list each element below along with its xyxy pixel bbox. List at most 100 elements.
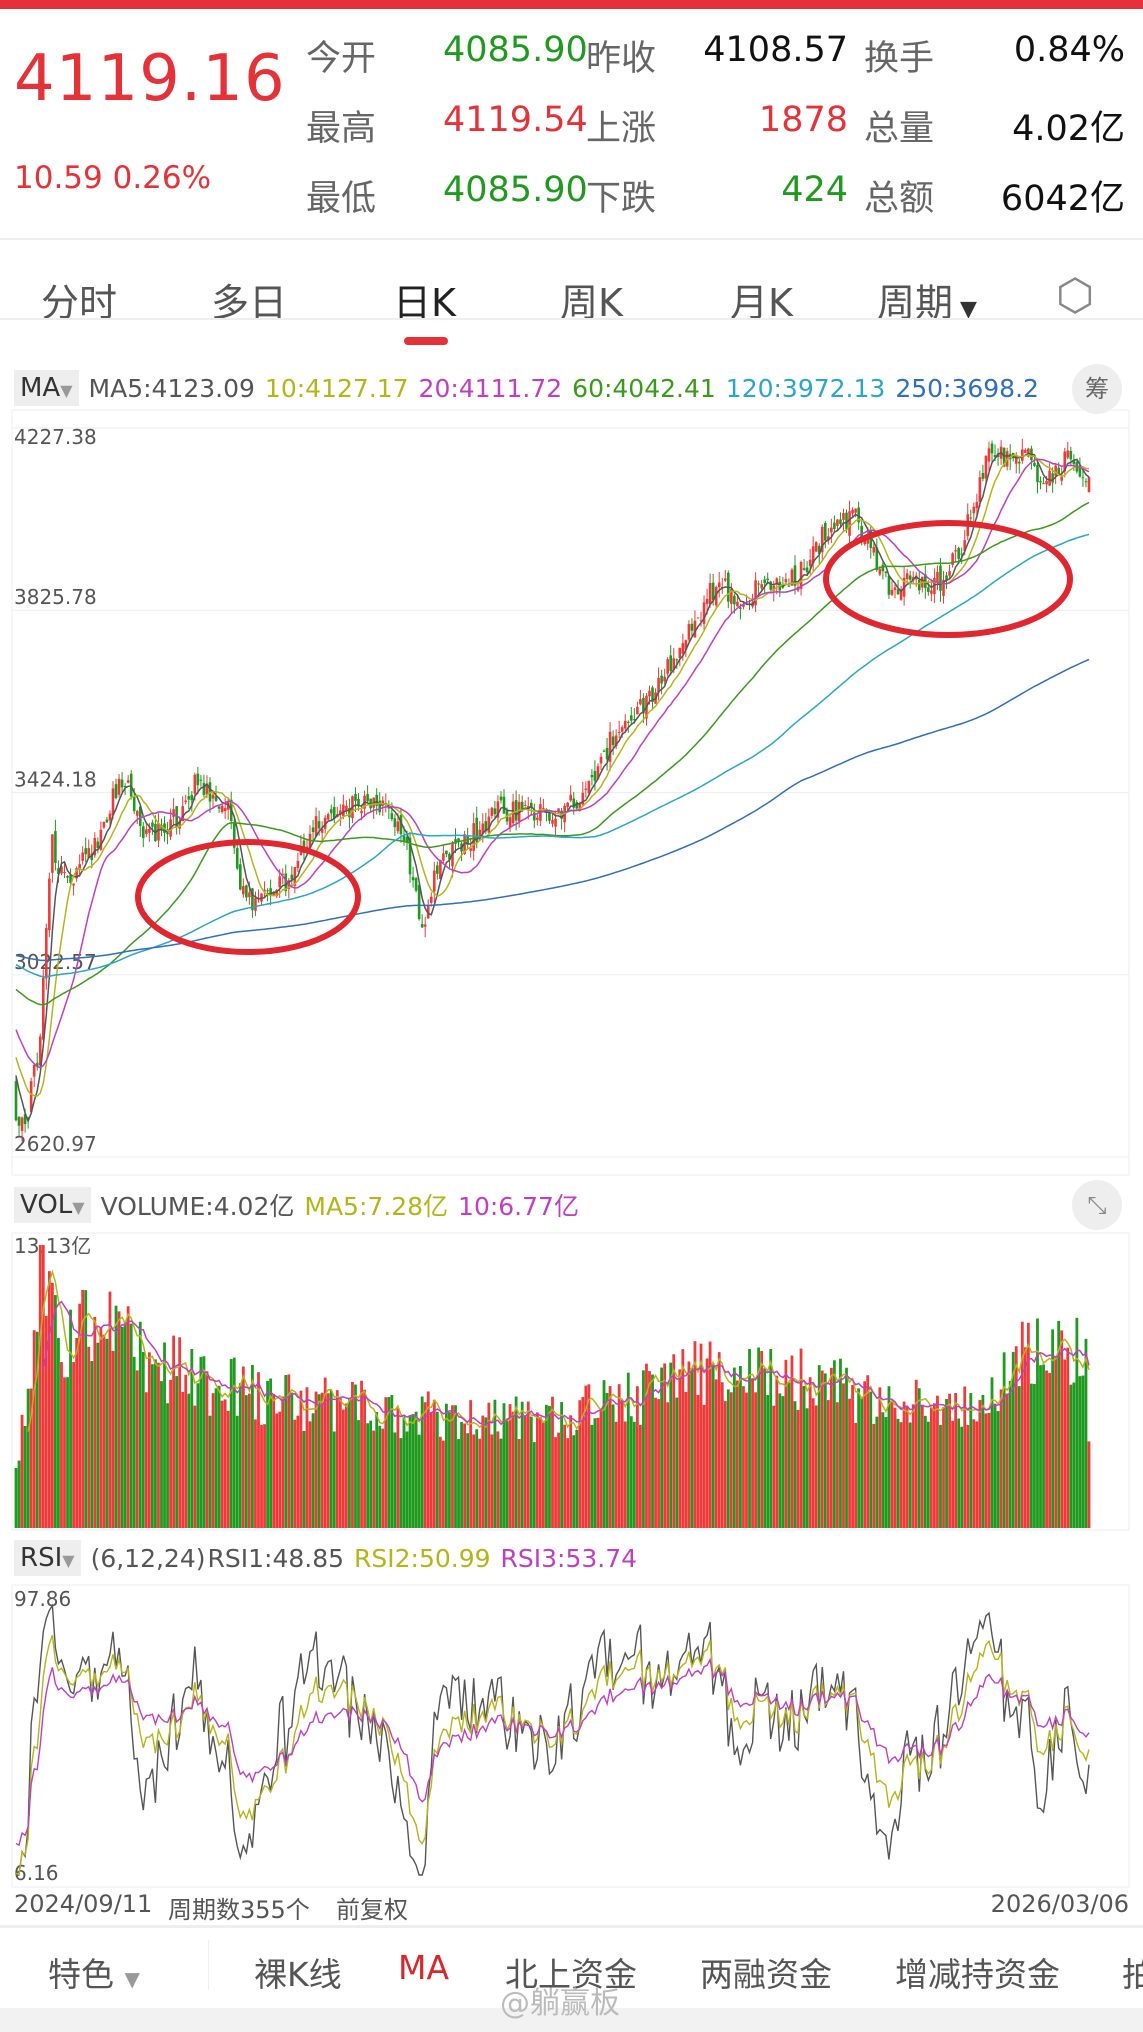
- vol-btn-label: VOL: [20, 1190, 73, 1220]
- volume-bar: [748, 1349, 751, 1528]
- volume-bar: [1045, 1370, 1048, 1528]
- volume-bar: [63, 1377, 66, 1528]
- bottom-tab-3[interactable]: 两融资金: [700, 1955, 832, 1994]
- candle-body: [760, 584, 763, 589]
- feature-dropdown[interactable]: 特色 ▼: [48, 1948, 140, 1996]
- candle-body: [251, 888, 254, 911]
- candle-body: [208, 782, 212, 802]
- caret-down-icon: ▼: [60, 381, 73, 400]
- candle-body: [111, 788, 115, 816]
- volume-bar: [557, 1432, 560, 1528]
- volume-bar: [933, 1403, 936, 1528]
- candle-body: [887, 575, 891, 595]
- tab-2[interactable]: 日K: [393, 272, 456, 327]
- candle-body: [630, 715, 633, 721]
- volume-bar: [681, 1349, 685, 1528]
- volume-bar: [999, 1389, 1003, 1528]
- volume-bar: [854, 1422, 858, 1528]
- bottom-tab-2[interactable]: 北上资金: [505, 1955, 637, 1994]
- candle-body: [572, 798, 576, 808]
- candle-body: [499, 796, 503, 801]
- vol-header: VOL▼ VOLUME:4.02亿 MA5:7.28亿 10:6.77亿: [14, 1187, 579, 1223]
- chip-distribution-button[interactable]: 筹: [1072, 364, 1122, 414]
- change-value: 10.59: [14, 160, 103, 196]
- vol-ma5-value: MA5:7.28亿: [304, 1192, 449, 1221]
- volume-bar: [184, 1374, 188, 1528]
- volume-bar: [487, 1402, 491, 1528]
- bottom-tab-4[interactable]: 增减持资金: [895, 1955, 1060, 1994]
- candle-body: [317, 821, 321, 829]
- candle-body: [487, 816, 491, 833]
- volume-bar: [893, 1407, 897, 1528]
- candle-body: [45, 928, 48, 979]
- tab-1[interactable]: 多日: [211, 272, 287, 327]
- rsi-min-label: 6.16: [14, 1861, 59, 1885]
- volume-bar: [69, 1309, 72, 1528]
- y-tick-label: 2620.97: [14, 1132, 97, 1156]
- volume-bar: [936, 1395, 939, 1528]
- ma60-value: 60:4042.41: [572, 373, 716, 403]
- volume-bar: [484, 1417, 488, 1528]
- volume-bar: [642, 1370, 645, 1528]
- volume-bar: [805, 1408, 809, 1528]
- tab-label: 周期: [877, 281, 954, 325]
- volume-bar: [905, 1406, 909, 1528]
- volume-bar: [675, 1397, 679, 1528]
- volume-bar: [660, 1367, 664, 1528]
- stat-label: 昨收: [586, 39, 657, 79]
- settings-hexagon-icon[interactable]: ⬡: [1056, 270, 1095, 321]
- volume-bar: [141, 1351, 145, 1528]
- candle-body: [284, 873, 288, 892]
- candle-body: [960, 553, 963, 555]
- bottom-tab-5[interactable]: 拍: [1122, 1955, 1143, 1994]
- candle-body: [126, 780, 130, 783]
- volume-bar: [857, 1388, 861, 1528]
- ma-indicator-dropdown[interactable]: MA▼: [14, 370, 79, 406]
- volume-bar: [1066, 1347, 1070, 1528]
- volume-bar: [390, 1395, 394, 1528]
- tab-4[interactable]: 月K: [730, 272, 793, 327]
- volume-bar: [87, 1346, 91, 1528]
- vol-indicator-dropdown[interactable]: VOL▼: [14, 1187, 91, 1223]
- candle-body: [930, 590, 933, 594]
- candle-body: [242, 886, 245, 895]
- volume-bar: [66, 1377, 69, 1528]
- tab-3[interactable]: 周K: [560, 272, 623, 327]
- candle-body: [96, 841, 100, 848]
- volume-bar: [402, 1416, 406, 1528]
- tab-5[interactable]: 周期 ▼: [877, 272, 977, 327]
- candle-body: [57, 868, 60, 875]
- volume-bar: [505, 1421, 509, 1528]
- candle-body: [81, 852, 84, 861]
- volume-bar: [126, 1306, 130, 1528]
- volume-bar: [381, 1428, 385, 1528]
- expand-icon[interactable]: ⤡: [1072, 1180, 1122, 1230]
- rsi1-line: [16, 1603, 1090, 1876]
- bottom-tab-0[interactable]: 裸K线: [254, 1955, 342, 1994]
- candle-body: [311, 827, 315, 833]
- y-tick-label: 3022.57: [14, 950, 97, 974]
- tab-label: 分时: [41, 281, 118, 325]
- volume-bar: [275, 1413, 279, 1528]
- caret-down-icon: ▼: [72, 1198, 85, 1217]
- candle-body: [1042, 483, 1045, 485]
- candle-body: [978, 477, 982, 502]
- candle-body: [723, 578, 727, 581]
- stat-value: 4085.90: [443, 170, 588, 210]
- volume-bar: [663, 1363, 667, 1528]
- tab-0[interactable]: 分时: [41, 272, 117, 327]
- candle-body: [72, 883, 75, 886]
- rsi-indicator-dropdown[interactable]: RSI▼: [14, 1540, 81, 1576]
- candle-body: [184, 800, 188, 803]
- candle-body: [41, 977, 45, 1040]
- bottom-tab-1[interactable]: MA: [398, 1948, 450, 1987]
- candle-body: [193, 774, 197, 794]
- candle-body: [245, 885, 248, 898]
- volume-bar: [875, 1416, 879, 1528]
- volume-bar: [211, 1393, 215, 1528]
- volume-bar: [160, 1381, 163, 1528]
- candle-body: [951, 553, 954, 565]
- stat-value: 6042亿: [1000, 179, 1125, 219]
- volume-bar: [896, 1418, 900, 1528]
